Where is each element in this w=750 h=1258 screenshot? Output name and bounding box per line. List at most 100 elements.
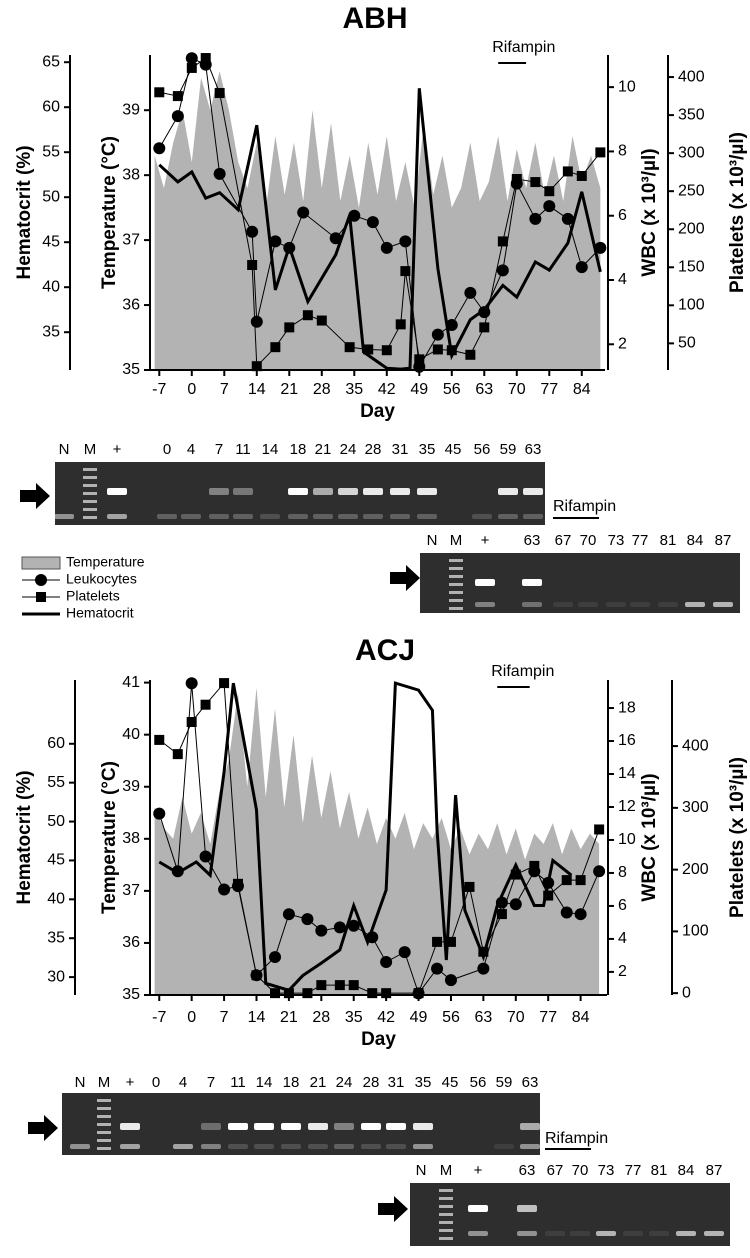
lane-label: N <box>59 441 70 458</box>
gel-band <box>523 514 543 519</box>
y-tick-label: 39 <box>122 101 140 118</box>
leukocyte-point <box>431 962 444 975</box>
lane-label: 45 <box>445 441 462 458</box>
gel-band <box>494 1144 514 1149</box>
gel-band <box>468 1231 488 1236</box>
gel-band <box>520 1144 540 1149</box>
gel-band <box>630 602 650 607</box>
y-tick-label: 400 <box>678 68 705 85</box>
axis-label: WBC (x 10³/µl) <box>639 148 660 276</box>
ladder-band <box>97 1099 111 1102</box>
axis-label: Temperature (°C) <box>99 761 120 914</box>
x-tick-label: 63 <box>474 1009 492 1026</box>
lane-label: 59 <box>496 1074 513 1091</box>
leukocyte-point <box>477 962 490 975</box>
gel-band <box>288 514 308 519</box>
y-tick-label: 65 <box>42 53 60 70</box>
gel-band <box>704 1231 724 1236</box>
lane-label: 35 <box>415 1074 432 1091</box>
lane-label: 4 <box>187 441 195 458</box>
leukocyte-point <box>315 924 328 937</box>
gel-band <box>313 488 333 495</box>
platelet-point <box>200 699 211 710</box>
ladder-band <box>449 607 463 610</box>
axis-label: Platelets (x 10³/µl) <box>727 757 748 918</box>
x-tick-label: 28 <box>312 1009 330 1026</box>
lane-label: 87 <box>715 532 732 549</box>
lane-label: 31 <box>388 1074 405 1091</box>
platelet-point <box>172 91 183 102</box>
gel-band <box>522 579 542 586</box>
platelet-point <box>270 342 281 353</box>
platelet-point <box>561 875 572 886</box>
x-tick-label: 70 <box>508 381 526 398</box>
legend-label: Platelets <box>66 588 120 604</box>
y-tick-label: 50 <box>47 813 65 830</box>
gel-band <box>390 488 410 495</box>
lane-label: 56 <box>474 441 491 458</box>
gel-image <box>62 1093 540 1155</box>
gel-band <box>54 514 74 519</box>
platelet-point <box>544 186 555 197</box>
ladder-band <box>83 468 97 471</box>
y-tick-label: 4 <box>618 271 627 288</box>
lane-label: 21 <box>310 1074 327 1091</box>
x-tick-label: 77 <box>540 381 558 398</box>
x-tick-label: 0 <box>187 381 196 398</box>
lane-label: 21 <box>315 441 332 458</box>
lane-label: 63 <box>524 532 541 549</box>
ladder-band <box>449 599 463 602</box>
axis-label: Day <box>360 401 395 422</box>
y-tick-label: 4 <box>618 930 627 947</box>
lane-label: M <box>450 532 463 549</box>
x-tick-label: 63 <box>475 381 493 398</box>
ladder-band <box>439 1189 453 1192</box>
leukocyte-point <box>561 212 574 225</box>
ladder-band <box>439 1237 453 1240</box>
platelet-point <box>432 936 443 947</box>
legend-label: Leukocytes <box>66 571 137 587</box>
leukocyte-point <box>444 974 457 987</box>
leukocyte-point <box>575 261 588 274</box>
axis-label: Temperature (°C) <box>99 136 120 289</box>
platelet-point <box>543 890 554 901</box>
platelet-point <box>381 345 392 356</box>
x-tick-label: 21 <box>280 381 298 398</box>
platelet-point <box>219 678 230 689</box>
leukocyte-point <box>543 200 556 213</box>
gel-band <box>228 1123 248 1130</box>
leukocyte-point <box>185 52 198 65</box>
platelet-point <box>363 344 374 355</box>
leukocyte-point <box>153 807 166 820</box>
gel-band <box>685 602 705 607</box>
gel-band <box>181 514 201 519</box>
y-tick-label: 2 <box>618 336 627 353</box>
annotation: Rifampin <box>491 663 554 680</box>
platelet-point <box>247 260 258 270</box>
x-tick-label: 77 <box>539 1009 557 1026</box>
leukocyte-point <box>496 264 509 277</box>
gel-band <box>498 514 518 519</box>
ladder-band <box>83 508 97 511</box>
gel-band <box>363 514 383 519</box>
gel-band <box>201 1123 221 1130</box>
gel-band <box>417 488 437 495</box>
ladder-band <box>449 591 463 594</box>
leukocyte-point <box>574 908 587 921</box>
lane-label: N <box>75 1074 86 1091</box>
axis-label: Day <box>361 1029 396 1050</box>
leukocyte-point <box>464 286 477 299</box>
leukocyte-point <box>431 328 444 341</box>
ladder-band <box>439 1205 453 1208</box>
y-tick-label: 36 <box>122 934 140 951</box>
gel-band <box>522 602 542 607</box>
gel-annotation: Rifampin <box>553 498 616 515</box>
y-tick-label: 35 <box>122 361 140 378</box>
platelet-point <box>510 869 521 880</box>
gel-band <box>107 488 127 495</box>
ladder-band <box>97 1123 111 1126</box>
y-tick-label: 100 <box>682 923 709 940</box>
leukocyte-point <box>366 216 379 229</box>
gel-band <box>676 1231 696 1236</box>
x-tick-label: 70 <box>507 1009 525 1026</box>
